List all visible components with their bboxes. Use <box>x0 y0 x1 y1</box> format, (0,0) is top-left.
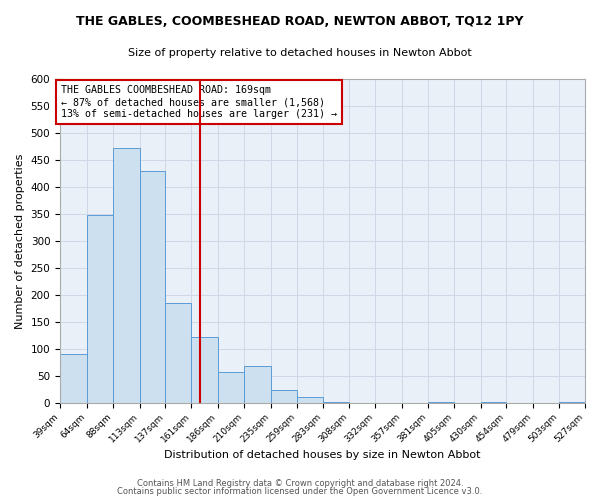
Bar <box>244 366 271 402</box>
Bar <box>113 148 140 403</box>
Bar <box>191 337 218 402</box>
Text: Contains public sector information licensed under the Open Government Licence v3: Contains public sector information licen… <box>118 487 482 496</box>
Text: THE GABLES, COOMBESHEAD ROAD, NEWTON ABBOT, TQ12 1PY: THE GABLES, COOMBESHEAD ROAD, NEWTON ABB… <box>76 15 524 28</box>
X-axis label: Distribution of detached houses by size in Newton Abbot: Distribution of detached houses by size … <box>164 450 481 460</box>
Text: THE GABLES COOMBESHEAD ROAD: 169sqm
← 87% of detached houses are smaller (1,568): THE GABLES COOMBESHEAD ROAD: 169sqm ← 87… <box>61 86 337 118</box>
Bar <box>140 170 166 402</box>
Y-axis label: Number of detached properties: Number of detached properties <box>15 153 25 328</box>
Bar <box>296 396 323 402</box>
Text: Contains HM Land Registry data © Crown copyright and database right 2024.: Contains HM Land Registry data © Crown c… <box>137 478 463 488</box>
Bar <box>87 215 113 402</box>
Bar <box>166 304 191 402</box>
Bar <box>271 390 296 402</box>
Bar <box>60 354 87 403</box>
Bar <box>218 372 244 402</box>
Text: Size of property relative to detached houses in Newton Abbot: Size of property relative to detached ho… <box>128 48 472 58</box>
